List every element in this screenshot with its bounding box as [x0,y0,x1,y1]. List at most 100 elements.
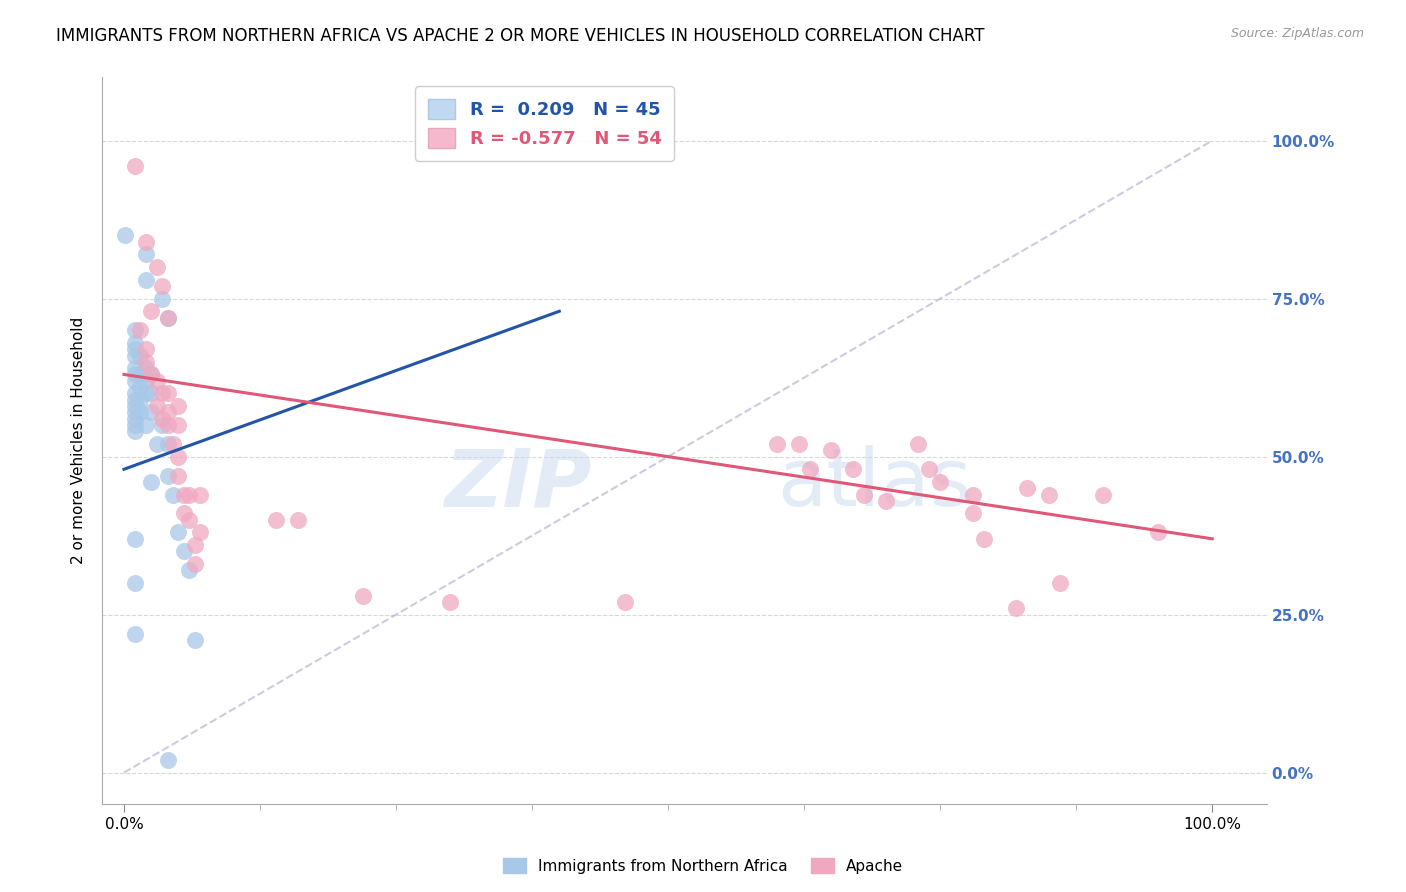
Point [766,437,789,451]
Point [124,399,146,413]
Point [145,374,167,388]
Point [124,335,146,350]
Point [820,443,842,458]
Point [141,386,163,401]
Point [156,753,179,767]
Point [1017,481,1039,495]
Point [114,228,136,243]
Point [907,437,929,451]
Point [124,386,146,401]
Point [787,437,810,451]
Point [150,417,173,432]
Point [135,417,157,432]
Point [141,475,163,489]
Point [929,475,952,489]
Point [124,374,146,388]
Point [150,279,173,293]
Point [124,361,146,376]
Point [145,399,167,413]
Point [183,632,205,647]
Point [124,411,146,425]
Point [287,513,309,527]
Point [167,417,190,432]
Point [141,304,163,318]
Point [124,626,146,640]
Point [156,437,179,451]
Point [439,595,461,609]
Legend: R =  0.209   N = 45, R = -0.577   N = 54: R = 0.209 N = 45, R = -0.577 N = 54 [415,87,673,161]
Point [1146,525,1168,540]
Point [141,368,163,382]
Point [613,595,636,609]
Point [156,386,179,401]
Point [167,399,190,413]
Point [135,355,157,369]
Point [129,323,152,337]
Point [145,437,167,451]
Point [135,361,157,376]
Point [124,417,146,432]
Point [853,487,876,501]
Point [145,260,167,274]
Point [842,462,865,476]
Point [1005,601,1028,615]
Point [150,292,173,306]
Point [124,392,146,407]
Text: ZIP: ZIP [444,445,592,524]
Legend: Immigrants from Northern Africa, Apache: Immigrants from Northern Africa, Apache [496,852,910,880]
Y-axis label: 2 or more Vehicles in Household: 2 or more Vehicles in Household [72,318,86,565]
Point [173,544,195,558]
Point [156,310,179,325]
Point [962,487,984,501]
Point [1092,487,1115,501]
Point [135,374,157,388]
Point [129,405,152,419]
Point [124,159,146,173]
Point [973,532,995,546]
Point [124,532,146,546]
Point [124,368,146,382]
Point [167,525,190,540]
Text: atlas: atlas [778,445,972,524]
Point [156,417,179,432]
Point [167,468,190,483]
Point [135,235,157,249]
Point [124,405,146,419]
Point [124,349,146,363]
Point [141,368,163,382]
Point [156,468,179,483]
Point [875,494,897,508]
Point [179,487,201,501]
Point [124,576,146,591]
Text: Source: ZipAtlas.com: Source: ZipAtlas.com [1230,27,1364,40]
Point [188,525,211,540]
Point [124,342,146,356]
Point [266,513,288,527]
Point [129,392,152,407]
Point [962,507,984,521]
Point [129,380,152,394]
Point [173,487,195,501]
Point [124,425,146,439]
Point [183,557,205,571]
Point [135,342,157,356]
Point [179,513,201,527]
Point [150,411,173,425]
Text: IMMIGRANTS FROM NORTHERN AFRICA VS APACHE 2 OR MORE VEHICLES IN HOUSEHOLD CORREL: IMMIGRANTS FROM NORTHERN AFRICA VS APACH… [56,27,984,45]
Point [135,273,157,287]
Point [129,349,152,363]
Point [799,462,821,476]
Point [156,310,179,325]
Point [162,487,184,501]
Point [167,450,190,464]
Point [141,405,163,419]
Point [918,462,941,476]
Point [173,507,195,521]
Point [150,386,173,401]
Point [135,386,157,401]
Point [124,323,146,337]
Point [129,368,152,382]
Point [179,563,201,577]
Point [156,405,179,419]
Point [188,487,211,501]
